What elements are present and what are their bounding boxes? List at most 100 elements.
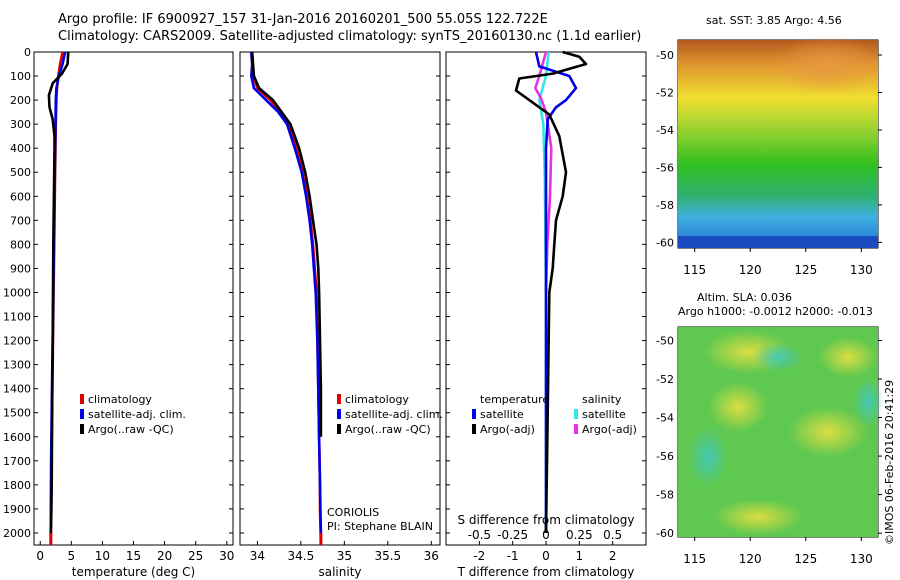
- x-tick-label: -2: [473, 549, 485, 563]
- map-y-tick-label: -56: [656, 161, 674, 174]
- y-tick-label: 600: [10, 190, 31, 203]
- y-tick-label: 1800: [3, 479, 31, 492]
- map-x-tick-label: 120: [739, 263, 762, 277]
- series-line-satellite: [250, 51, 323, 534]
- sst-title: sat. SST: 3.85 Argo: 4.56: [706, 14, 842, 27]
- y-tick-label: 700: [10, 214, 31, 227]
- map-x-tick-label: 115: [683, 552, 706, 566]
- x-tick-label: 35: [337, 549, 352, 563]
- y-tick-label: 1000: [3, 286, 31, 299]
- legend-label: climatology: [88, 393, 152, 406]
- legend-salinity: climatology satellite-adj. clim. Argo(..…: [337, 392, 443, 437]
- y-tick-label: 400: [10, 142, 31, 155]
- y-tick-label: 1200: [3, 335, 31, 348]
- legend-difference: temperature salinity satellite satellite…: [470, 392, 650, 437]
- y-tick-label: 1400: [3, 383, 31, 396]
- x-tick-label: 15: [126, 549, 141, 563]
- title-line-1: Argo profile: IF 6900927_157 31-Jan-2016…: [58, 12, 548, 27]
- series-line-climatology: [250, 51, 323, 546]
- series-line-argo: [250, 51, 323, 437]
- map-y-tick-label: -50: [656, 49, 674, 62]
- legend-label: satellite-adj. clim.: [88, 408, 186, 421]
- legend-swatch-black: [472, 424, 476, 434]
- map-y-tick-label: -54: [656, 412, 674, 425]
- map-x-tick-label: 130: [850, 263, 873, 277]
- legend-label: satellite-adj. clim.: [345, 408, 443, 421]
- y-tick-label: 1100: [3, 311, 31, 324]
- legend-item: Argo(..raw -QC): [80, 422, 186, 437]
- x-axis-label: salinity: [318, 565, 361, 579]
- legend-swatch-black: [80, 424, 84, 434]
- pi-label: PI: Stephane BLAIN: [327, 520, 433, 533]
- x-tick-label: 0: [36, 549, 44, 563]
- sla-low-patch: [753, 342, 803, 372]
- coriolis-label: CORIOLIS: [327, 506, 380, 519]
- plot-frame: [33, 51, 234, 546]
- sla-subtitle: Argo h1000: -0.0012 h2000: -0.013: [678, 305, 873, 318]
- legend-swatch-magenta: [574, 424, 578, 434]
- x-tick-label: 20: [157, 549, 172, 563]
- y-tick-label: 0: [24, 46, 31, 59]
- series-line-argo: [47, 51, 70, 534]
- top-tick-label: 0.5: [603, 528, 622, 542]
- y-tick-label: 900: [10, 262, 31, 275]
- sst-cold-band: [678, 236, 878, 248]
- legend-temp-header: temperature: [480, 393, 550, 406]
- legend-label: Argo(..raw -QC): [88, 423, 174, 436]
- x-tick-label: 34: [250, 549, 265, 563]
- sla-low-patch: [853, 377, 883, 427]
- legend-item: Argo(..raw -QC): [337, 422, 443, 437]
- x-tick-label: 35.5: [374, 549, 401, 563]
- legend-label: Argo(..raw -QC): [345, 423, 431, 436]
- title-line-2: Climatology: CARS2009. Satellite-adjuste…: [58, 29, 642, 44]
- map-y-tick-label: -58: [656, 199, 674, 212]
- x-tick-label: 0: [542, 549, 550, 563]
- map-y-tick-label: -58: [656, 489, 674, 502]
- x-tick-label: 34.5: [288, 549, 315, 563]
- legend-label: satellite: [480, 408, 524, 421]
- legend-swatch-blue: [337, 409, 341, 419]
- map-x-tick-label: 130: [850, 552, 873, 566]
- map-y-tick-label: -52: [656, 86, 674, 99]
- map-y-tick-label: -52: [656, 373, 674, 386]
- series-line-temperature-satellite: [534, 51, 578, 533]
- legend-swatch-red: [337, 394, 341, 404]
- series-line-temperature-argo: [514, 50, 588, 534]
- timestamp-stamp: ©IMOS 06-Feb-2016 20:41:29: [883, 379, 896, 545]
- map-x-tick-label: 125: [794, 263, 817, 277]
- legend-item: satellite-adj. clim.: [337, 407, 443, 422]
- map-x-tick-label: 115: [683, 263, 706, 277]
- y-tick-label: 500: [10, 166, 31, 179]
- y-tick-label: 1600: [3, 431, 31, 444]
- plot-frame: [239, 51, 441, 546]
- y-tick-label: 100: [10, 70, 31, 83]
- legend-label: Argo(-adj): [480, 423, 535, 436]
- map-y-tick-label: -54: [656, 124, 674, 137]
- map-y-tick-label: -50: [656, 334, 674, 347]
- sla-high-patch: [818, 337, 878, 377]
- top-tick-label: 0: [542, 528, 550, 542]
- x-axis-label: temperature (deg C): [72, 565, 195, 579]
- legend-label: climatology: [345, 393, 409, 406]
- map-y-tick-label: -60: [656, 527, 674, 540]
- x-tick-label: 2: [609, 549, 617, 563]
- sla-low-patch: [688, 427, 728, 487]
- sla-high-patch: [713, 499, 803, 535]
- sla-title: Altim. SLA: 0.036: [697, 291, 793, 304]
- legend-temperature: climatology satellite-adj. clim. Argo(..…: [80, 392, 186, 437]
- map-y-tick-label: -60: [656, 236, 674, 249]
- y-tick-label: 1500: [3, 407, 31, 420]
- top-tick-label: -0.25: [497, 528, 528, 542]
- y-tick-label: 200: [10, 94, 31, 107]
- legend-item: climatology: [80, 392, 186, 407]
- legend-item: climatology: [337, 392, 443, 407]
- legend-swatch-blue: [472, 409, 476, 419]
- legend-label: Argo(-adj): [582, 423, 637, 436]
- y-tick-label: 1900: [3, 503, 31, 516]
- x-tick-label: 25: [188, 549, 203, 563]
- legend-swatch-cyan: [574, 409, 578, 419]
- x-tick-label: 30: [219, 549, 234, 563]
- top-axis-label: S difference from climatology: [458, 513, 635, 527]
- x-tick-label: 5: [67, 549, 75, 563]
- sla-high-patch: [788, 407, 868, 457]
